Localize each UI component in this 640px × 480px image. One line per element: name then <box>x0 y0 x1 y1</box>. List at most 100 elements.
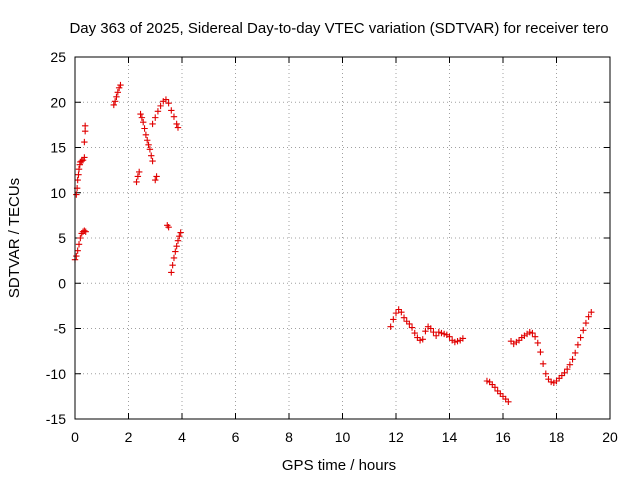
data-point <box>422 328 429 335</box>
data-point <box>115 84 123 91</box>
data-point <box>569 356 576 363</box>
series-pass-9 <box>168 229 184 276</box>
data-point <box>172 248 179 255</box>
data-point <box>505 398 512 406</box>
data-point <box>537 348 544 356</box>
data-point <box>82 228 89 235</box>
data-points <box>71 81 595 406</box>
data-point <box>170 254 178 262</box>
y-tick-label: 5 <box>58 230 66 246</box>
data-point <box>446 333 453 340</box>
x-tick-label: 6 <box>232 429 240 445</box>
data-point <box>411 329 418 337</box>
data-point <box>585 313 592 320</box>
data-point <box>173 242 180 250</box>
data-point <box>542 370 549 377</box>
data-point <box>157 102 164 110</box>
data-point <box>144 137 151 144</box>
data-point <box>110 101 117 109</box>
data-point <box>165 223 172 231</box>
data-point <box>173 120 180 128</box>
data-point <box>73 252 80 260</box>
data-point <box>419 336 426 343</box>
data-point <box>138 114 146 121</box>
data-point <box>154 108 162 115</box>
data-point <box>134 173 142 180</box>
y-axis-label: SDTVAR / TECUs <box>6 178 23 298</box>
series-pass-4 <box>133 168 143 186</box>
data-point <box>81 227 88 234</box>
data-point <box>78 157 85 165</box>
x-axis-label: GPS time / hours <box>282 457 396 474</box>
data-point <box>73 191 80 198</box>
y-tick-label: 25 <box>50 49 66 65</box>
data-point <box>75 171 82 178</box>
y-tick-label: 10 <box>50 185 66 201</box>
data-point <box>79 156 87 164</box>
grid-lines <box>75 57 610 419</box>
y-tick-label: 0 <box>58 275 66 291</box>
x-tick-label: 14 <box>442 429 458 445</box>
data-point <box>149 120 156 128</box>
series-pass-6 <box>152 173 160 184</box>
series-pass-5 <box>137 110 156 165</box>
data-point <box>564 366 571 373</box>
data-point <box>174 124 182 131</box>
data-point <box>432 332 440 339</box>
x-tick-label: 8 <box>285 429 293 445</box>
data-point <box>459 335 467 342</box>
x-tick-label: 12 <box>388 429 404 445</box>
data-point <box>117 81 124 89</box>
data-point <box>174 237 182 244</box>
y-tick-label: 15 <box>50 140 66 156</box>
data-point <box>77 234 84 242</box>
data-point <box>142 131 150 139</box>
y-tick-label: 20 <box>50 94 66 110</box>
data-point <box>572 349 579 357</box>
x-tick-label: 0 <box>71 429 79 445</box>
series-pass-12 <box>507 309 595 386</box>
data-point <box>539 360 547 367</box>
data-point <box>177 229 184 236</box>
series-pass-10 <box>387 306 467 346</box>
data-point <box>390 316 397 323</box>
data-point <box>430 328 437 336</box>
x-tick-label: 4 <box>178 429 186 445</box>
data-point <box>168 107 175 114</box>
data-point <box>81 154 88 161</box>
series-pass-1 <box>71 227 89 263</box>
data-point <box>146 146 154 153</box>
series-pass-11 <box>483 377 512 406</box>
data-point <box>529 329 536 337</box>
data-point <box>165 99 172 107</box>
data-point <box>75 166 83 173</box>
data-point <box>113 93 120 101</box>
y-tick-label: -15 <box>46 411 66 427</box>
data-point <box>145 141 152 148</box>
data-point <box>141 125 148 132</box>
data-point <box>170 113 178 120</box>
data-point <box>162 96 170 103</box>
series-pass-8 <box>164 222 172 231</box>
series-pass-7 <box>149 96 182 131</box>
data-point <box>534 339 541 347</box>
data-point <box>400 314 408 321</box>
data-point <box>136 168 143 176</box>
data-point <box>427 325 434 332</box>
data-point <box>169 261 176 269</box>
data-point <box>491 384 499 391</box>
data-point <box>140 118 147 126</box>
data-point <box>168 269 175 276</box>
data-point <box>148 152 155 159</box>
data-point <box>152 176 159 184</box>
x-tick-label: 20 <box>602 429 618 445</box>
data-point <box>176 232 183 240</box>
plot-frame <box>74 56 611 420</box>
data-point <box>574 341 582 348</box>
data-point <box>81 122 89 129</box>
data-point <box>153 173 160 180</box>
data-point <box>408 324 416 331</box>
tick-labels: 0 2 4 6 8 10 12 14 16 18 20 -15 -10 -5 0 5 10 15 20 25 <box>46 49 618 445</box>
data-point <box>531 333 539 340</box>
